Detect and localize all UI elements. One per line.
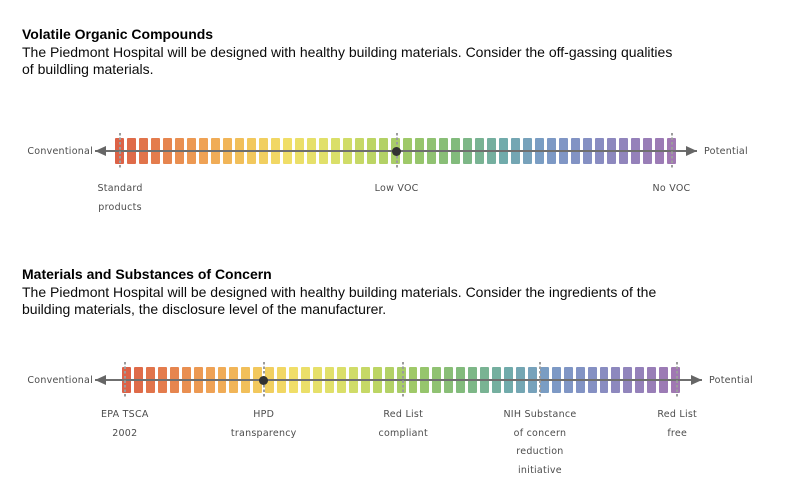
tick-mark	[123, 362, 126, 399]
axis-line	[95, 379, 702, 381]
tick-label: No VOC	[652, 183, 691, 194]
section-voc-description: The Piedmont Hospital will be designed w…	[22, 44, 673, 77]
conventional-label: Conventional	[27, 146, 93, 157]
tick-label: Red List compliant	[378, 409, 428, 439]
potential-label: Potential	[704, 146, 748, 157]
tick-mark	[676, 362, 679, 399]
section-materials-description: The Piedmont Hospital will be designed w…	[22, 284, 657, 317]
tick-mark	[670, 133, 673, 170]
tick-mark	[402, 362, 405, 399]
tick-label: Standard products	[97, 183, 143, 213]
right-arrowhead-icon	[691, 374, 702, 385]
tick-mark	[538, 362, 541, 399]
marker-dot	[259, 375, 269, 385]
tick-label: NIH Substance of concern reduction initi…	[503, 409, 577, 476]
tick-label: EPA TSCA 2002	[100, 409, 149, 439]
tick-mark	[119, 133, 122, 170]
left-arrowhead-icon	[95, 145, 106, 156]
section-materials-title: Materials and Substances of Concern	[22, 266, 272, 282]
conventional-label: Conventional	[27, 375, 93, 386]
materials-rating-scale: Conventional Potential EPA TSCA 2002 HPD tr…	[0, 362, 800, 494]
section-voc-title: Volatile Organic Compounds	[22, 26, 214, 42]
right-arrowhead-icon	[686, 145, 697, 156]
potential-label: Potential	[709, 375, 753, 386]
marker-dot	[392, 146, 402, 156]
tick-label: Low VOC	[374, 183, 419, 194]
left-arrowhead-icon	[95, 374, 106, 385]
tick-label: Red List free	[657, 409, 698, 439]
voc-rating-scale: Conventional Potential Standard products Lo…	[0, 133, 800, 258]
tick-label: HPD transparency	[230, 409, 297, 439]
